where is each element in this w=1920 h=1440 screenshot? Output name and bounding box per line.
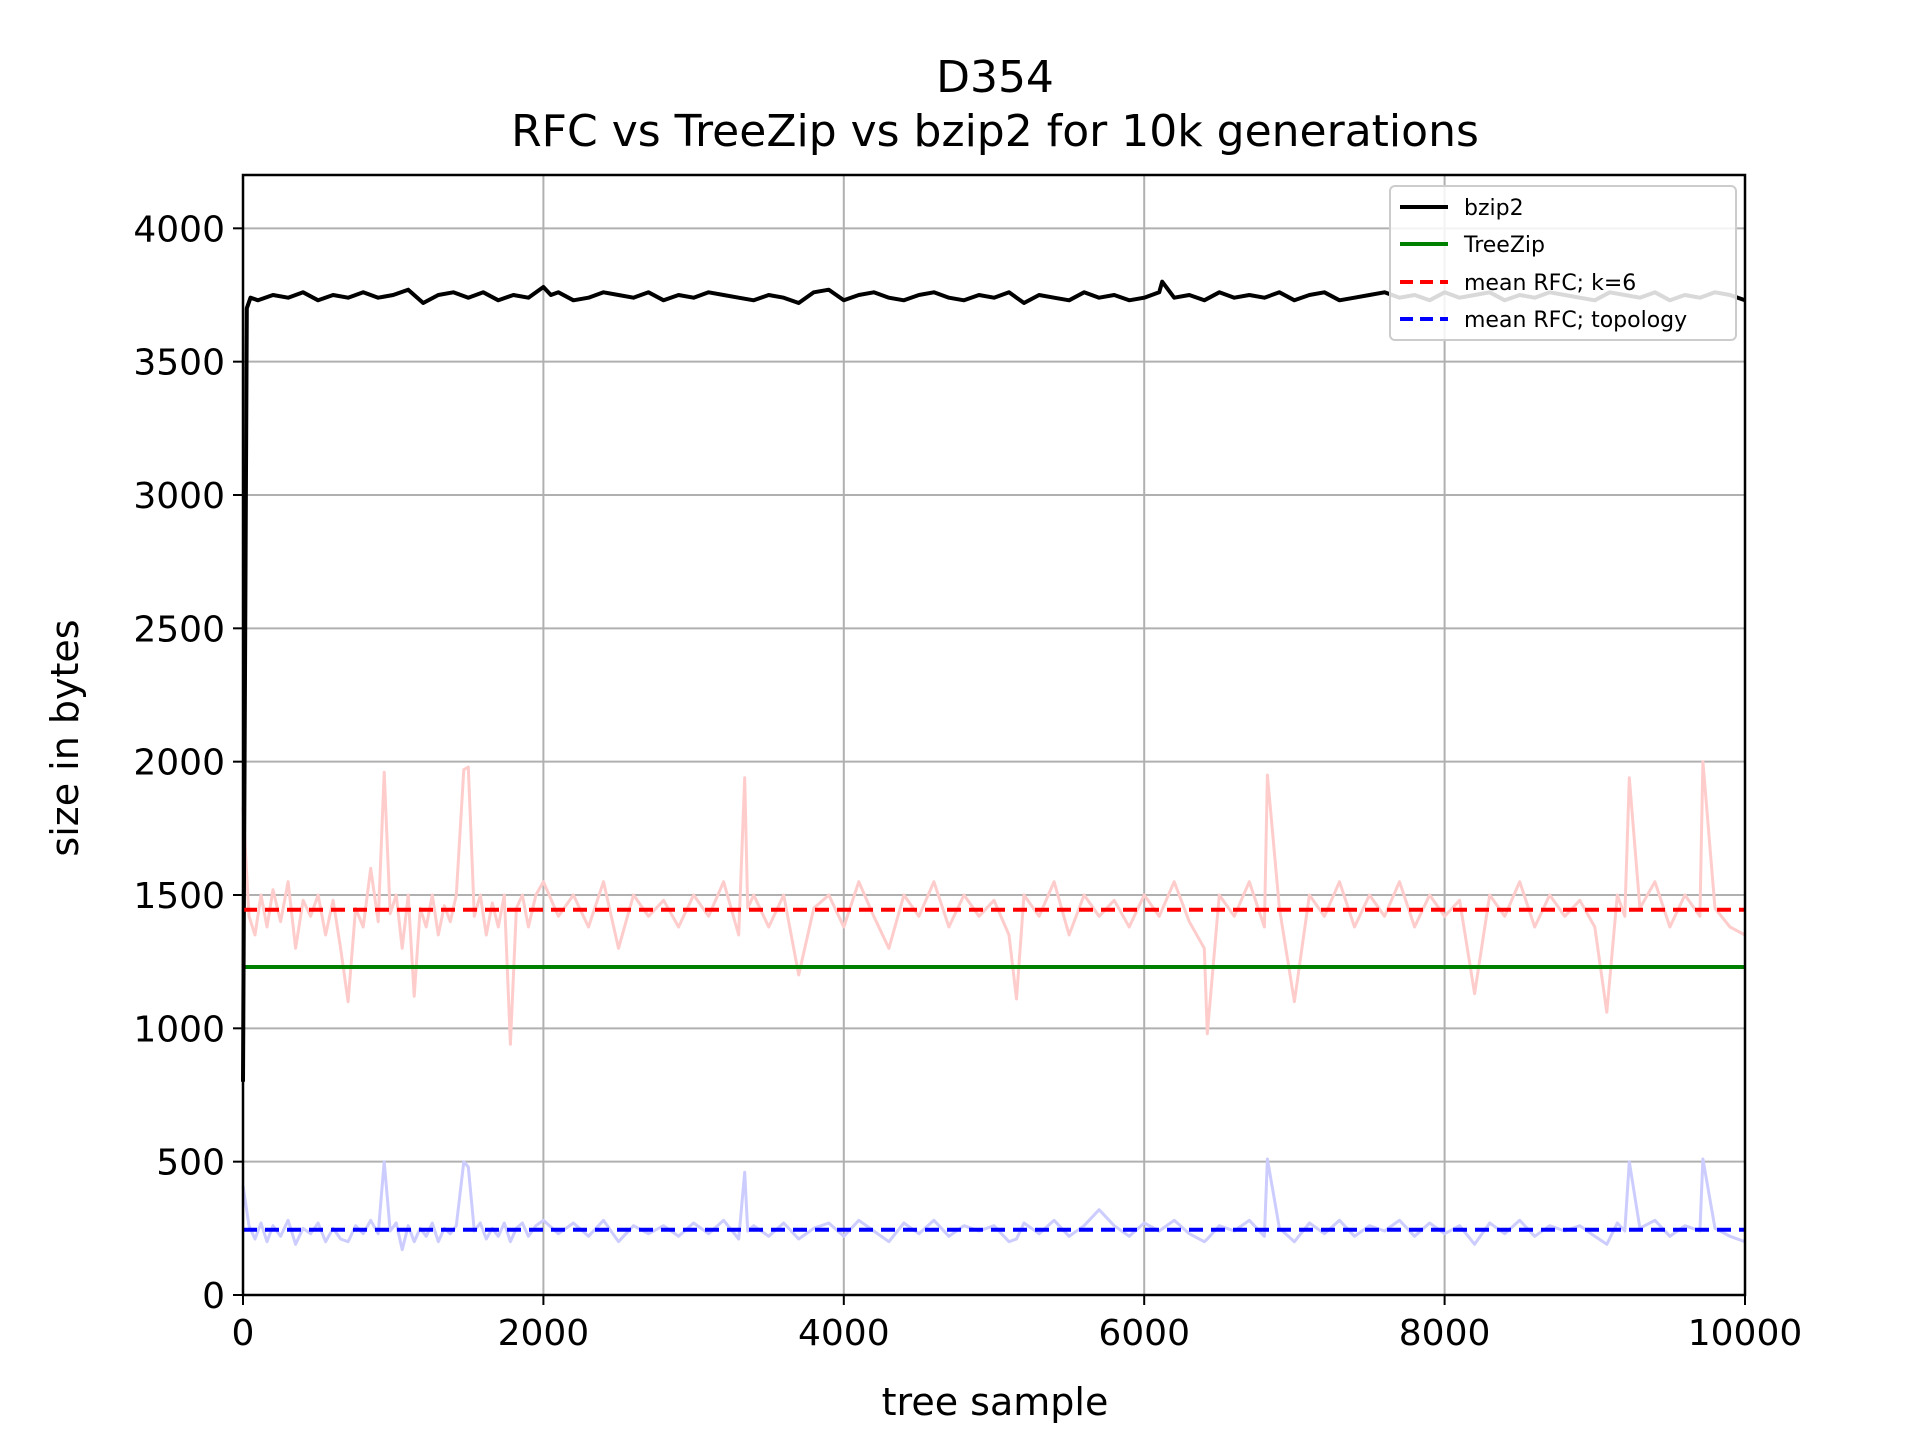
legend-label-bzip2: bzip2: [1464, 196, 1524, 221]
y-tick-label: 4000: [133, 209, 225, 250]
y-tick-label: 3000: [133, 476, 225, 517]
y-tick-label: 500: [156, 1143, 225, 1184]
legend-label-mean-rfc-topology: mean RFC; topology: [1464, 308, 1687, 333]
x-tick-label: 4000: [798, 1313, 890, 1354]
y-axis-label: size in bytes: [43, 619, 87, 856]
gridlines: [242, 175, 1746, 1296]
y-tick-label: 1000: [133, 1009, 225, 1050]
y-tick-label: 3500: [133, 343, 225, 384]
series-line-rfc-k6-samples: [241, 760, 1746, 1046]
plot-frame: [241, 173, 1747, 1297]
y-tick-label: 2500: [133, 609, 225, 650]
chart-title: D354: [936, 52, 1054, 103]
legend-label-treezip: TreeZip: [1463, 233, 1545, 258]
x-tick-label: 2000: [498, 1313, 590, 1354]
legend-label-mean-rfc-k6: mean RFC; k=6: [1464, 271, 1636, 296]
legend: bzip2 TreeZip mean RFC; k=6 mean RFC; to…: [1389, 185, 1737, 341]
y-tick-label: 2000: [133, 743, 225, 784]
y-tick-label: 0: [202, 1276, 225, 1317]
x-axis-label: tree sample: [882, 1380, 1109, 1424]
chart-subtitle: RFC vs TreeZip vs bzip2 for 10k generati…: [511, 106, 1479, 157]
x-tick-label: 6000: [1098, 1313, 1190, 1354]
x-tick-label: 10000: [1688, 1313, 1803, 1354]
y-tick-label: 1500: [133, 876, 225, 917]
x-tick-label: 0: [232, 1313, 255, 1354]
x-tick-label: 8000: [1399, 1313, 1491, 1354]
legend-box: [1389, 185, 1737, 341]
axis-ticks: 0 2000 4000 6000 8000 10000 0 500 1000 1500 2000 25…: [133, 209, 1802, 1354]
